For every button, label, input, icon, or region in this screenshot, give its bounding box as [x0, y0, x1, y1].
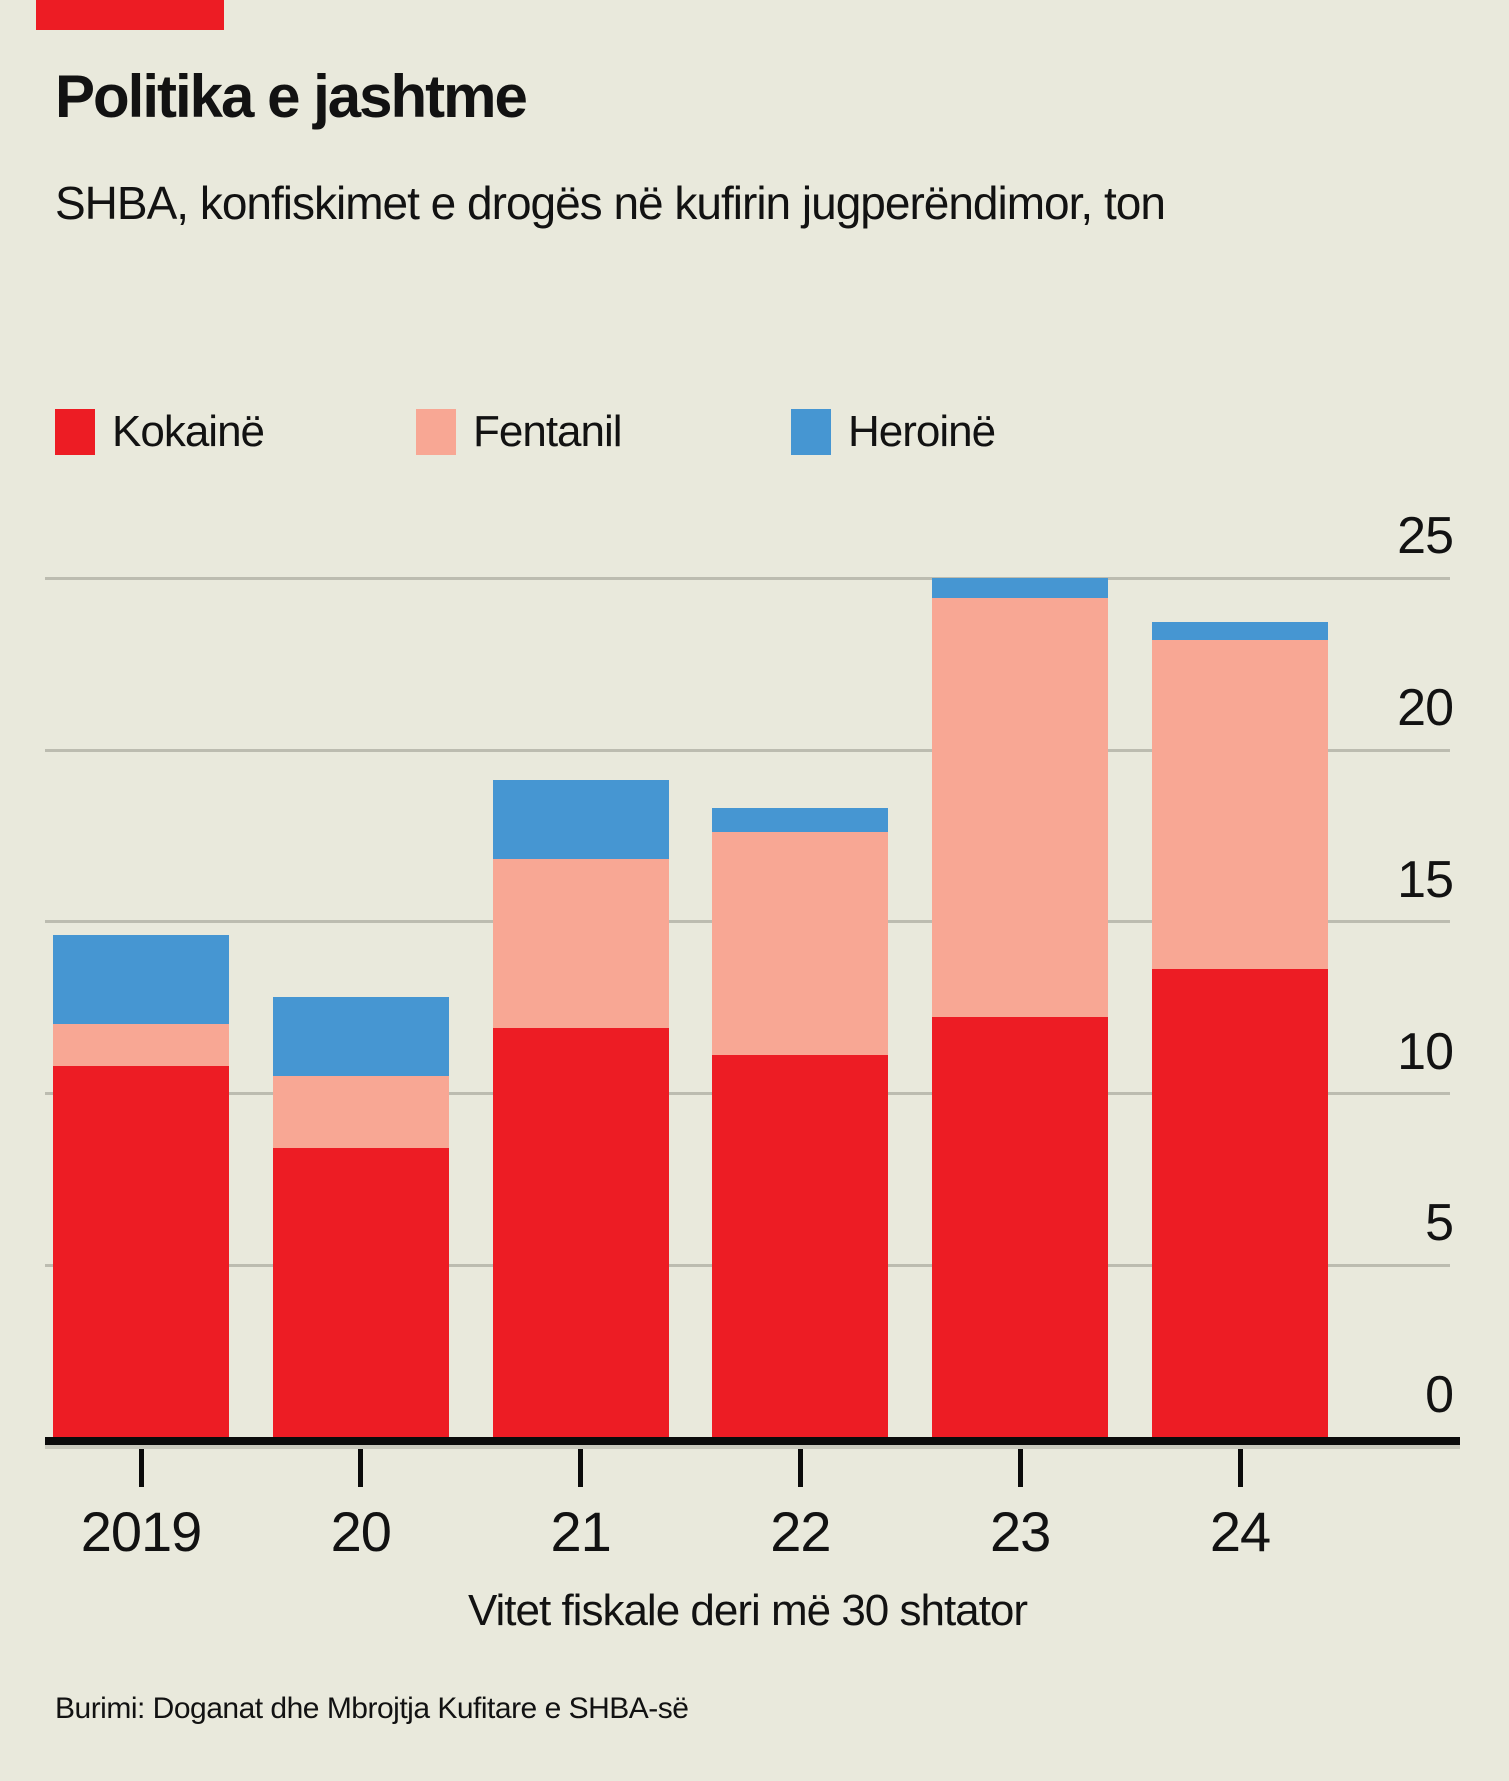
bar-20-kokainë	[272, 1148, 449, 1440]
gridline-25	[45, 576, 1450, 580]
bar-22-fentanil	[712, 832, 889, 1056]
legend-swatch-icon	[416, 409, 456, 455]
y-tick-label-10: 10	[1397, 1022, 1454, 1081]
legend-label: Fentanil	[473, 407, 623, 456]
x-tick-24	[1237, 1445, 1243, 1487]
bar-24-kokainë	[1152, 969, 1328, 1440]
legend: Kokainë Fentanil Heroinë	[0, 407, 1509, 464]
legend-item: Heroinë	[791, 407, 996, 456]
x-tick-label-21: 21	[550, 1500, 611, 1563]
y-tick-label-5: 5	[1425, 1194, 1454, 1253]
x-tick-23	[1017, 1445, 1023, 1487]
x-tick-21	[578, 1445, 584, 1487]
bar-20-heroinë	[272, 996, 449, 1076]
x-tick-22	[797, 1445, 803, 1487]
bar-21-fentanil	[492, 859, 669, 1028]
x-axis-line	[45, 1437, 1460, 1445]
bar-23-fentanil	[932, 598, 1109, 1018]
bar-2019-fentanil	[53, 1024, 229, 1066]
chart-title: Politika e jashtme	[55, 63, 528, 130]
x-tick-2019	[138, 1445, 144, 1487]
legend-label: Heroinë	[848, 407, 996, 456]
legend-swatch-icon	[55, 409, 95, 455]
chart-subtitle: SHBA, konfiskimet e drogës në kufirin ju…	[55, 177, 1166, 229]
bar-2019-kokainë	[53, 1065, 229, 1440]
y-tick-label-15: 15	[1397, 850, 1454, 909]
bar-24-fentanil	[1152, 639, 1328, 970]
x-tick-20	[358, 1445, 364, 1487]
bar-22-kokainë	[712, 1055, 889, 1440]
legend-item: Kokainë	[55, 407, 265, 456]
x-tick-label-20: 20	[330, 1500, 392, 1563]
legend-label: Kokainë	[112, 407, 265, 456]
x-tick-label-23: 23	[990, 1500, 1051, 1563]
y-tick-label-0: 0	[1425, 1366, 1454, 1424]
gridline-20	[45, 748, 1450, 752]
legend-item: Fentanil	[416, 407, 623, 456]
brand-tag	[36, 0, 224, 30]
bar-20-fentanil	[272, 1075, 449, 1148]
y-tick-label-25: 25	[1397, 507, 1454, 566]
x-tick-label-24: 24	[1209, 1500, 1271, 1563]
x-tick-label-2019: 2019	[80, 1500, 203, 1563]
legend-swatch-icon	[791, 409, 831, 455]
bar-21-heroinë	[492, 780, 669, 860]
bar-24-heroinë	[1152, 622, 1328, 640]
x-tick-label-22: 22	[770, 1500, 831, 1563]
bar-21-kokainë	[492, 1027, 669, 1440]
bar-23-heroinë	[932, 577, 1109, 599]
x-axis-title: Vitet fiskale deri më 30 shtator	[467, 1586, 1028, 1635]
bar-2019-heroinë	[53, 935, 229, 1025]
x-axis-shadow	[45, 1445, 1460, 1449]
y-tick-label-20: 20	[1397, 679, 1454, 737]
source-note: Burimi: Doganat dhe Mbrojtja Kufitare e …	[55, 1692, 689, 1725]
bar-22-heroinë	[712, 807, 889, 832]
bar-23-kokainë	[932, 1017, 1109, 1440]
